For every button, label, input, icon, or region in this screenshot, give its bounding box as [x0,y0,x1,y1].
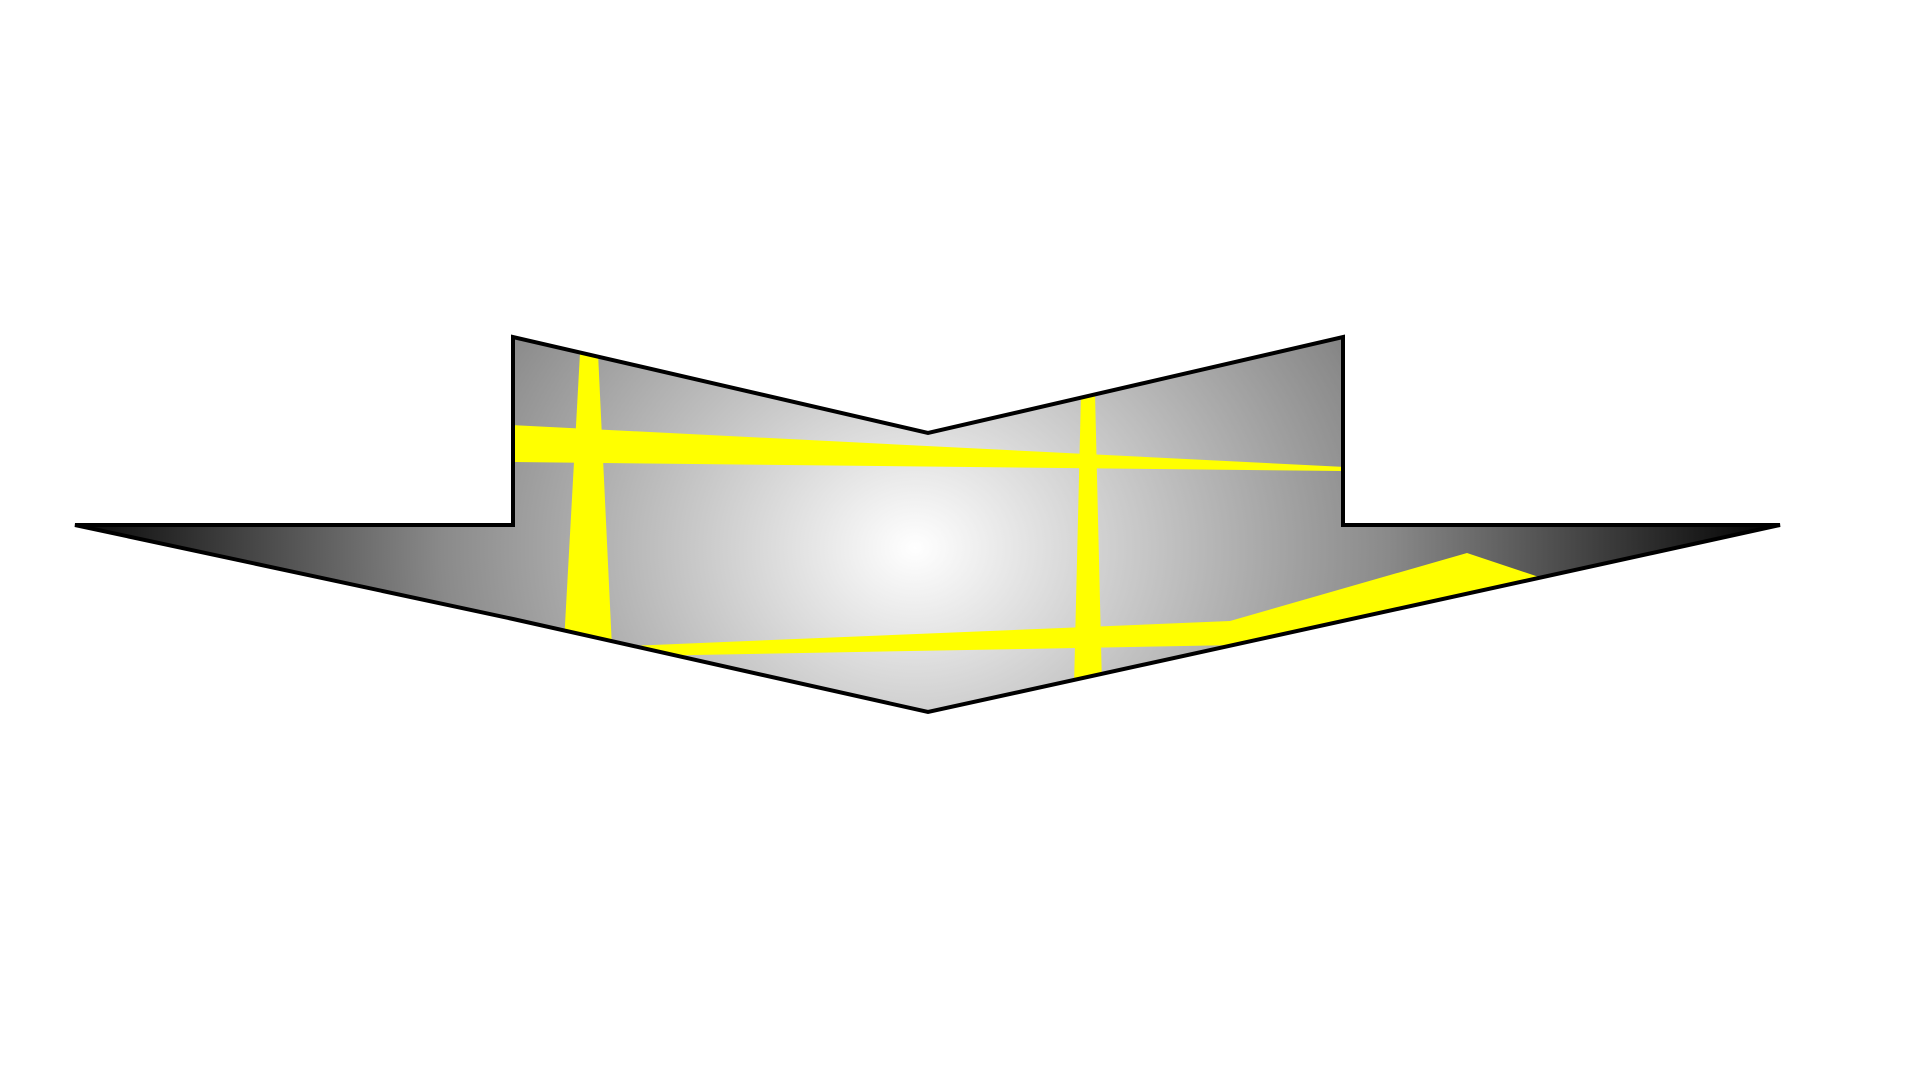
beam-vertical-left [564,353,612,648]
emblem-outline [74,334,1781,715]
beam-lower-diagonal [628,553,1548,656]
beam-upper-horizontal [510,425,1345,471]
yellow-beams [510,353,1548,686]
